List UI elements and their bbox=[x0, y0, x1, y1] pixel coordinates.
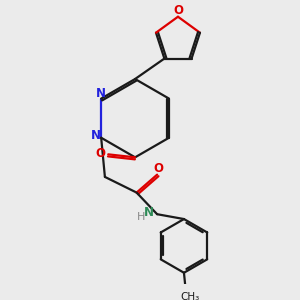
Text: N: N bbox=[95, 87, 105, 100]
Text: O: O bbox=[153, 162, 163, 175]
Text: H: H bbox=[137, 212, 146, 222]
Text: O: O bbox=[174, 4, 184, 17]
Text: CH₃: CH₃ bbox=[181, 292, 200, 300]
Text: O: O bbox=[95, 147, 105, 160]
Text: N: N bbox=[144, 206, 154, 219]
Text: N: N bbox=[91, 129, 101, 142]
